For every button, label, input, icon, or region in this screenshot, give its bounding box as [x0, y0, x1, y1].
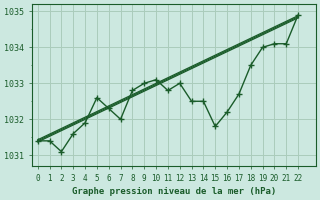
X-axis label: Graphe pression niveau de la mer (hPa): Graphe pression niveau de la mer (hPa)	[72, 187, 276, 196]
